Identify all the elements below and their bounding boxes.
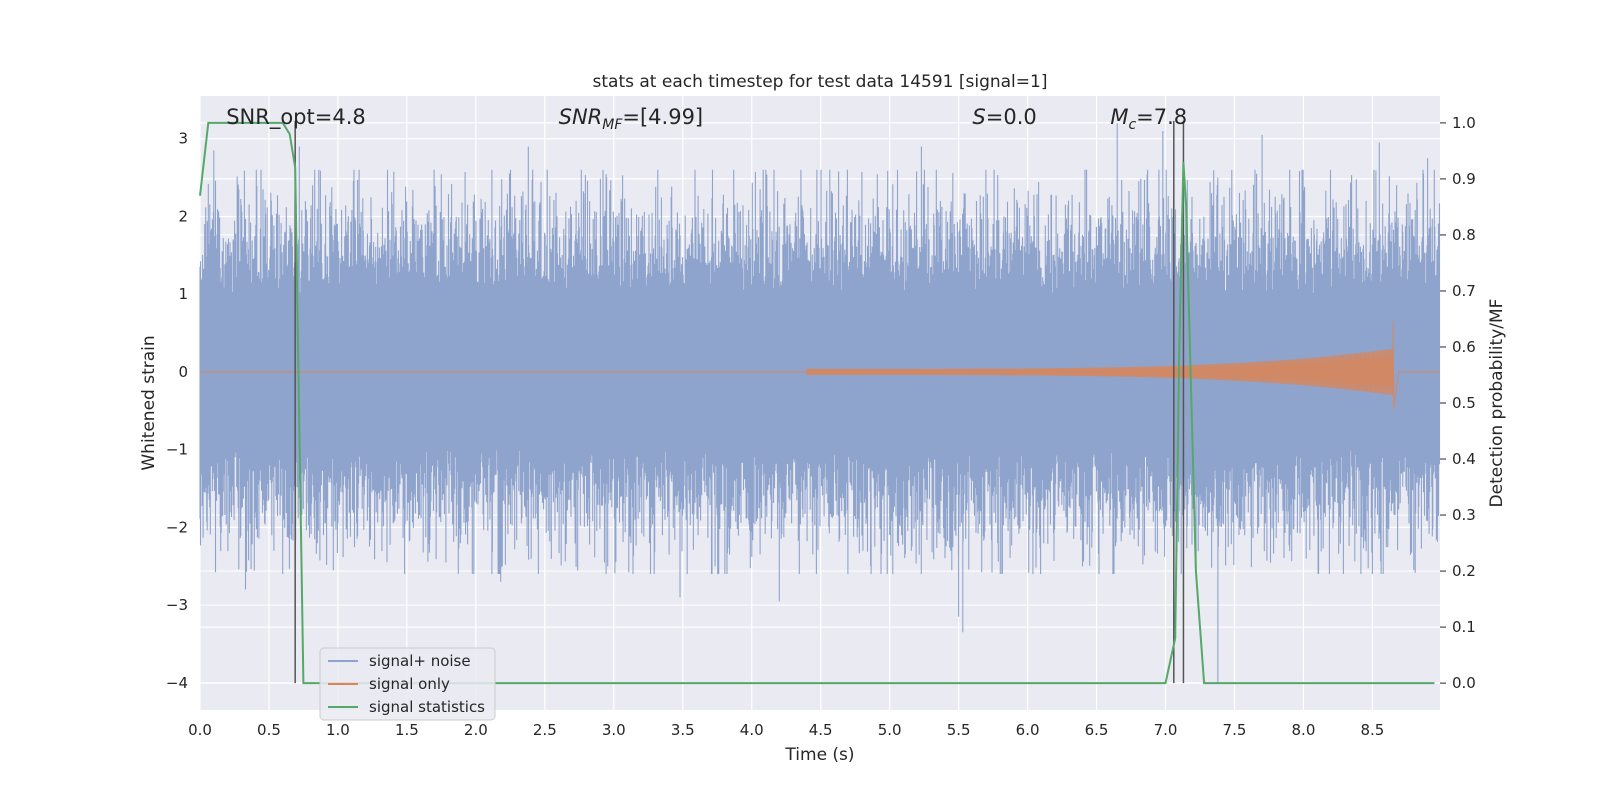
annotation-0: SNR_opt=4.8 (226, 105, 366, 130)
legend-label-statistics: signal statistics (369, 698, 485, 716)
y-right-tick-label: 0.7 (1452, 282, 1476, 300)
tick-labels: 0.0 0.5 1.0 1.5 2.0 2.5 3.0 3.5 4.0 4.5 5.0 5.5 6.0 6… (166, 114, 1476, 739)
legend-label-noise: signal+ noise (369, 652, 471, 670)
y-tick-label: −1 (166, 441, 188, 459)
signal-statistics-line (199, 121, 1435, 685)
y-right-tick-label: 0.0 (1452, 674, 1476, 692)
annotation-2: S=0.0 (972, 105, 1036, 129)
annotations: SNR_opt=4.8 SNRMF=[4.99] S=0.0 Mc=7.8 (226, 105, 1187, 133)
y-tick-label: 2 (178, 207, 188, 225)
y-tick-label: −2 (166, 518, 188, 536)
y-right-tick-label: 0.4 (1452, 450, 1476, 468)
legend: signal+ noise signal only signal statist… (319, 647, 496, 721)
y-right-tick-label: 0.6 (1452, 338, 1476, 356)
y-right-tick-label: 0.1 (1452, 618, 1476, 636)
y-right-tick-label: 0.3 (1452, 506, 1476, 524)
y-right-tick-label: 0.5 (1452, 394, 1476, 412)
y-right-tick-label: 1.0 (1452, 114, 1476, 132)
x-tick-label: 0.0 (188, 721, 212, 739)
x-tick-label: 3.5 (671, 721, 695, 739)
x-tick-label: 3.0 (602, 721, 626, 739)
x-tick-label: 0.5 (257, 721, 281, 739)
statistics-series (199, 121, 1435, 685)
x-tick-label: 5.0 (878, 721, 902, 739)
annotation-1: SNRMF=[4.99] (559, 105, 704, 133)
y-tick-label: 1 (178, 285, 188, 303)
x-tick-label: 5.5 (947, 721, 971, 739)
x-tick-label: 1.0 (326, 721, 350, 739)
y-tick-label: 3 (178, 130, 188, 148)
y-tick-label: −3 (166, 596, 188, 614)
x-tick-label: 8.0 (1292, 721, 1316, 739)
y-right-tick-label: 0.9 (1452, 170, 1476, 188)
chart-title: stats at each timestep for test data 145… (593, 72, 1048, 92)
x-axis-label: Time (s) (784, 745, 854, 765)
y-axis-right-label: Detection probability/MF (1487, 299, 1507, 508)
y-right-tick-label: 0.2 (1452, 562, 1476, 580)
signal-series (200, 321, 1440, 409)
x-tick-label: 4.5 (809, 721, 833, 739)
x-tick-label: 8.5 (1360, 721, 1384, 739)
y-axis-label: Whitened strain (139, 335, 159, 470)
x-tick-label: 2.5 (533, 721, 557, 739)
annotation-3: Mc=7.8 (1110, 105, 1187, 133)
legend-label-signal: signal only (369, 675, 450, 693)
y-tick-label: 0 (178, 363, 188, 381)
signal-only-line (200, 321, 1440, 409)
x-tick-label: 6.0 (1016, 721, 1040, 739)
y-tick-label: −4 (166, 674, 188, 692)
y-right-tick-label: 0.8 (1452, 226, 1476, 244)
x-tick-label: 1.5 (395, 721, 419, 739)
x-tick-label: 7.0 (1154, 721, 1178, 739)
x-tick-label: 6.5 (1085, 721, 1109, 739)
x-tick-label: 4.0 (740, 721, 764, 739)
x-tick-label: 7.5 (1223, 721, 1247, 739)
x-tick-label: 2.0 (464, 721, 488, 739)
